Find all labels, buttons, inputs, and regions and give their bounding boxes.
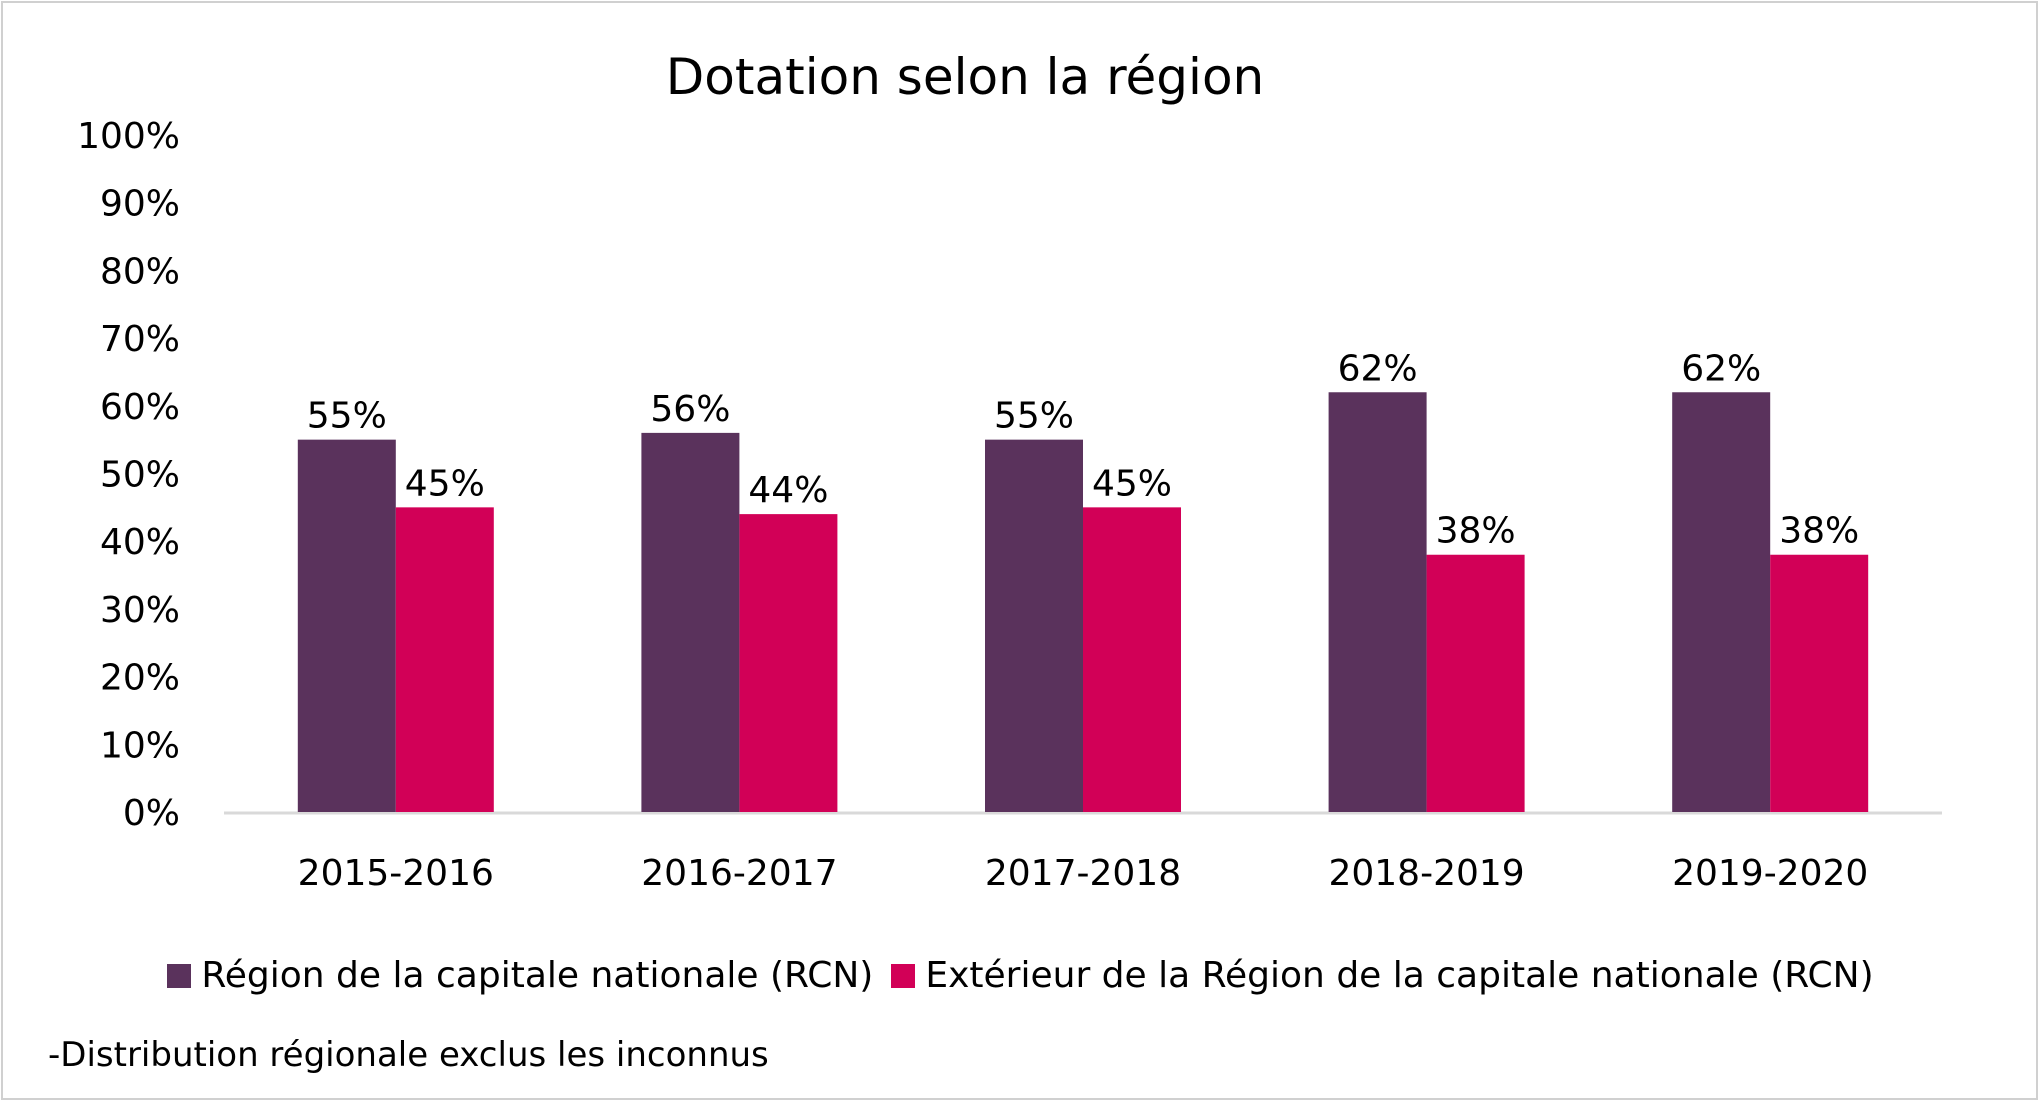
y-tick-label: 80% [100,251,180,292]
bar-exterieur [1770,554,1869,812]
x-tick-label: 2019-2020 [1672,853,1868,894]
y-tick-label: 20% [100,658,180,699]
y-tick-label: 100% [77,116,180,157]
data-label: 55% [307,396,387,437]
bar-exterieur [739,514,838,812]
y-tick-label: 90% [100,184,180,225]
bar-rcn [1328,392,1427,812]
legend-swatch-exterieur [891,963,916,988]
data-label: 62% [1338,348,1418,389]
data-label: 55% [994,396,1074,437]
y-tick-label: 60% [100,387,180,428]
bar-rcn [985,439,1083,812]
bar-rcn [1672,392,1771,812]
y-tick-label: 0% [123,793,180,834]
legend-item-exterieur: Extérieur de la Région de la capitale na… [891,955,1874,996]
bar-rcn [641,432,740,812]
data-label: 45% [405,463,485,504]
bar-exterieur [1083,507,1181,812]
data-label: 62% [1681,348,1761,389]
legend-label-rcn: Région de la capitale nationale (RCN) [201,955,874,996]
data-label: 38% [1436,511,1516,552]
footnote: -Distribution régionale exclus les incon… [48,1035,769,1075]
y-tick-label: 40% [100,522,180,563]
y-tick-label: 30% [100,590,180,631]
y-tick-label: 10% [100,725,180,766]
bar-exterieur [395,507,494,812]
x-tick-label: 2018-2019 [1328,853,1524,894]
data-label: 45% [1092,463,1172,504]
x-tick-label: 2015-2016 [298,853,494,894]
data-label: 44% [748,470,828,511]
data-label: 56% [650,389,730,430]
chart-title: Dotation selon la région [666,48,1264,106]
bar-rcn [297,439,396,812]
y-tick-label: 70% [100,319,180,360]
bar-exterieur [1426,554,1525,812]
legend-label-exterieur: Extérieur de la Région de la capitale na… [925,955,1874,996]
data-label: 38% [1779,511,1859,552]
x-tick-label: 2016-2017 [641,853,837,894]
legend-swatch-rcn [167,963,192,988]
x-tick-label: 2017-2018 [985,853,1181,894]
y-tick-label: 50% [100,455,180,496]
legend: Région de la capitale nationale (RCN) Ex… [0,955,2041,996]
legend-item-rcn: Région de la capitale nationale (RCN) [167,955,873,996]
